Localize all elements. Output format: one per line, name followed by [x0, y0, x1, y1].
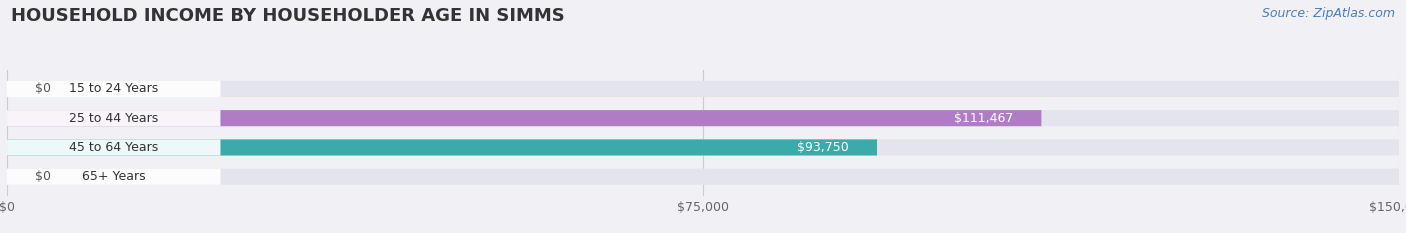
- Text: 25 to 44 Years: 25 to 44 Years: [69, 112, 159, 125]
- Text: HOUSEHOLD INCOME BY HOUSEHOLDER AGE IN SIMMS: HOUSEHOLD INCOME BY HOUSEHOLDER AGE IN S…: [11, 7, 565, 25]
- FancyBboxPatch shape: [7, 81, 221, 97]
- FancyBboxPatch shape: [7, 110, 1042, 126]
- FancyBboxPatch shape: [7, 110, 221, 126]
- Text: Source: ZipAtlas.com: Source: ZipAtlas.com: [1261, 7, 1395, 20]
- Text: $0: $0: [35, 82, 51, 96]
- Text: $0: $0: [35, 170, 51, 183]
- Text: 65+ Years: 65+ Years: [82, 170, 146, 183]
- FancyBboxPatch shape: [7, 169, 1399, 185]
- Text: 45 to 64 Years: 45 to 64 Years: [69, 141, 159, 154]
- Text: 15 to 24 Years: 15 to 24 Years: [69, 82, 159, 96]
- FancyBboxPatch shape: [7, 169, 221, 185]
- FancyBboxPatch shape: [7, 139, 1399, 155]
- Text: $111,467: $111,467: [955, 112, 1014, 125]
- FancyBboxPatch shape: [7, 139, 877, 155]
- FancyBboxPatch shape: [7, 81, 1399, 97]
- FancyBboxPatch shape: [7, 110, 1399, 126]
- FancyBboxPatch shape: [7, 139, 221, 155]
- Text: $93,750: $93,750: [797, 141, 849, 154]
